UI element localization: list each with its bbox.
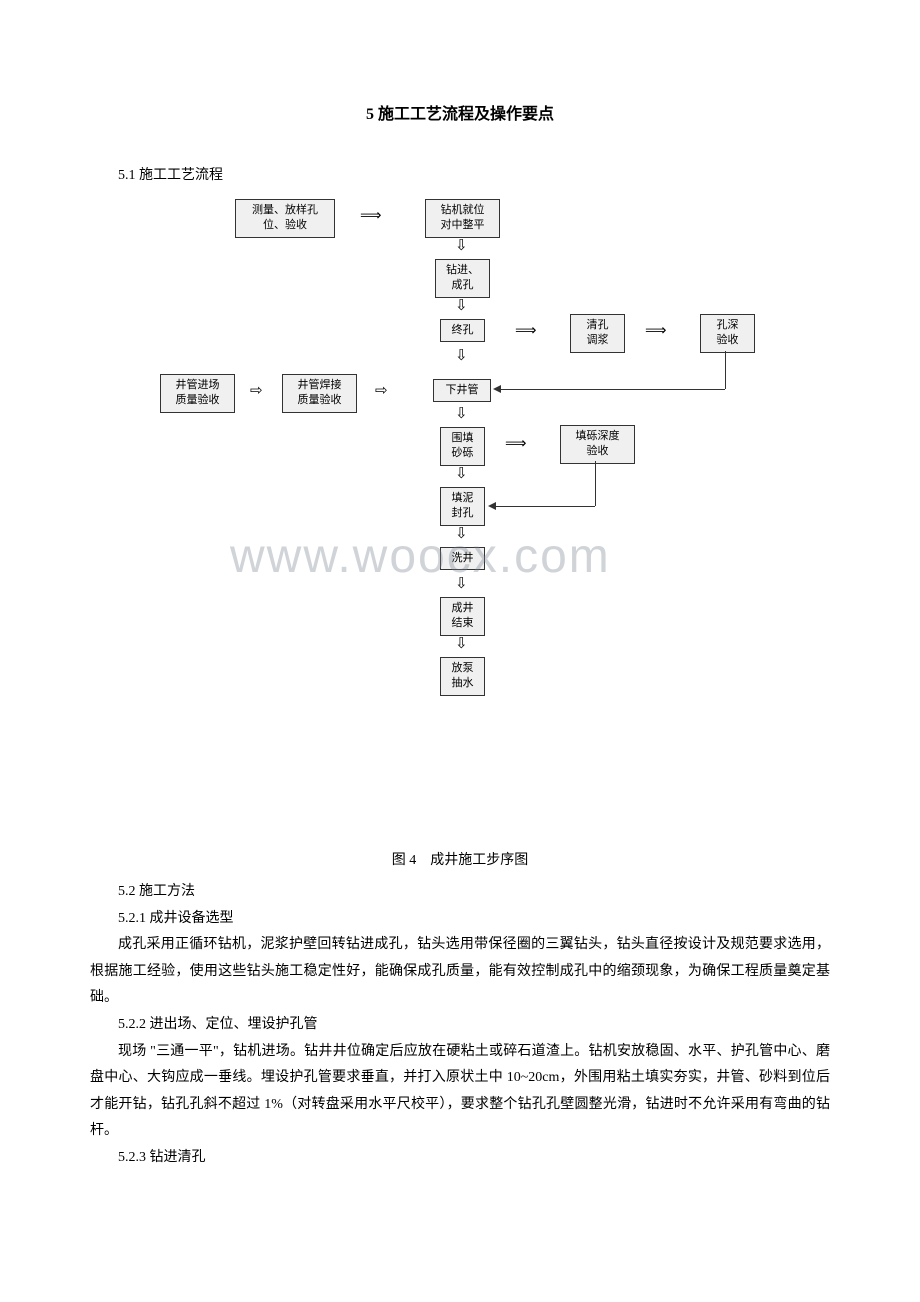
arrow-icon: ⟹ xyxy=(360,209,382,224)
flownode-pipe-in: 井管进场 质量验收 xyxy=(160,374,235,413)
flownode-wash: 洗井 xyxy=(440,547,485,570)
section-5-2-header: 5.2 施工方法 xyxy=(90,879,830,906)
arrow-down-icon: ⇩ xyxy=(455,527,468,542)
connector-line xyxy=(595,461,596,506)
arrow-icon: ⇨ xyxy=(250,384,263,399)
flownode-pipe-weld: 井管焊接 质量验收 xyxy=(282,374,357,413)
section-5-2-3-header: 5.2.3 钻进清孔 xyxy=(90,1145,830,1172)
section-5-2-1-header: 5.2.1 成井设备选型 xyxy=(90,906,830,933)
arrow-icon: ⇨ xyxy=(375,384,388,399)
watermark-text: www.woocx.com xyxy=(230,529,611,584)
paragraph-5-2-1: 成孔采用正循环钻机，泥浆护壁回转钻进成孔，钻头选用带保径圈的三翼钻头，钻头直径按… xyxy=(90,932,830,1012)
flownode-depth-check: 孔深 验收 xyxy=(700,314,755,353)
flownode-endhole: 终孔 xyxy=(440,319,485,342)
flownode-clearhole: 清孔 调浆 xyxy=(570,314,625,353)
arrow-head-icon xyxy=(493,385,501,393)
arrow-head-icon xyxy=(488,502,496,510)
paragraph-5-2-2: 现场 "三通一平"，钻机进场。钻井井位确定后应放在硬粘土或碎石道渣上。钻机安放稳… xyxy=(90,1039,830,1145)
flownode-seal: 填泥 封孔 xyxy=(440,487,485,526)
arrow-down-icon: ⇩ xyxy=(455,577,468,592)
flownode-complete: 成井 结束 xyxy=(440,597,485,636)
flownode-fill-gravel: 围填 砂砾 xyxy=(440,427,485,466)
flownode-measure: 测量、放样孔 位、验收 xyxy=(235,199,335,238)
connector-line xyxy=(495,389,725,390)
flownode-pump: 放泵 抽水 xyxy=(440,657,485,696)
page-title: 5 施工工艺流程及操作要点 xyxy=(90,100,830,124)
arrow-down-icon: ⇩ xyxy=(455,407,468,422)
arrow-down-icon: ⇩ xyxy=(455,299,468,314)
arrow-down-icon: ⇩ xyxy=(455,637,468,652)
section-5-2-2-header: 5.2.2 进出场、定位、埋设护孔管 xyxy=(90,1012,830,1039)
figure-caption: 图 4 成井施工步序图 xyxy=(90,849,830,869)
arrow-down-icon: ⇩ xyxy=(455,467,468,482)
arrow-icon: ⟹ xyxy=(505,437,527,452)
flownode-drilling: 钻进、 成孔 xyxy=(435,259,490,298)
flownode-drill-position: 钻机就位 对中整平 xyxy=(425,199,500,238)
flownode-gravel-check: 填砾深度 验收 xyxy=(560,425,635,464)
flowchart: 测量、放样孔 位、验收 钻机就位 对中整平 ⟹ ⇩ 钻进、 成孔 ⇩ 终孔 清孔… xyxy=(150,199,770,829)
connector-line xyxy=(490,506,595,507)
arrow-down-icon: ⇩ xyxy=(455,239,468,254)
connector-line xyxy=(725,351,726,389)
arrow-icon: ⟹ xyxy=(645,324,667,339)
document-page: 5 施工工艺流程及操作要点 5.1 施工工艺流程 测量、放样孔 位、验收 钻机就… xyxy=(0,0,920,1232)
section-5-1-header: 5.1 施工工艺流程 xyxy=(90,164,830,184)
arrow-down-icon: ⇩ xyxy=(455,349,468,364)
arrow-icon: ⟹ xyxy=(515,324,537,339)
flownode-lower-pipe: 下井管 xyxy=(433,379,491,402)
